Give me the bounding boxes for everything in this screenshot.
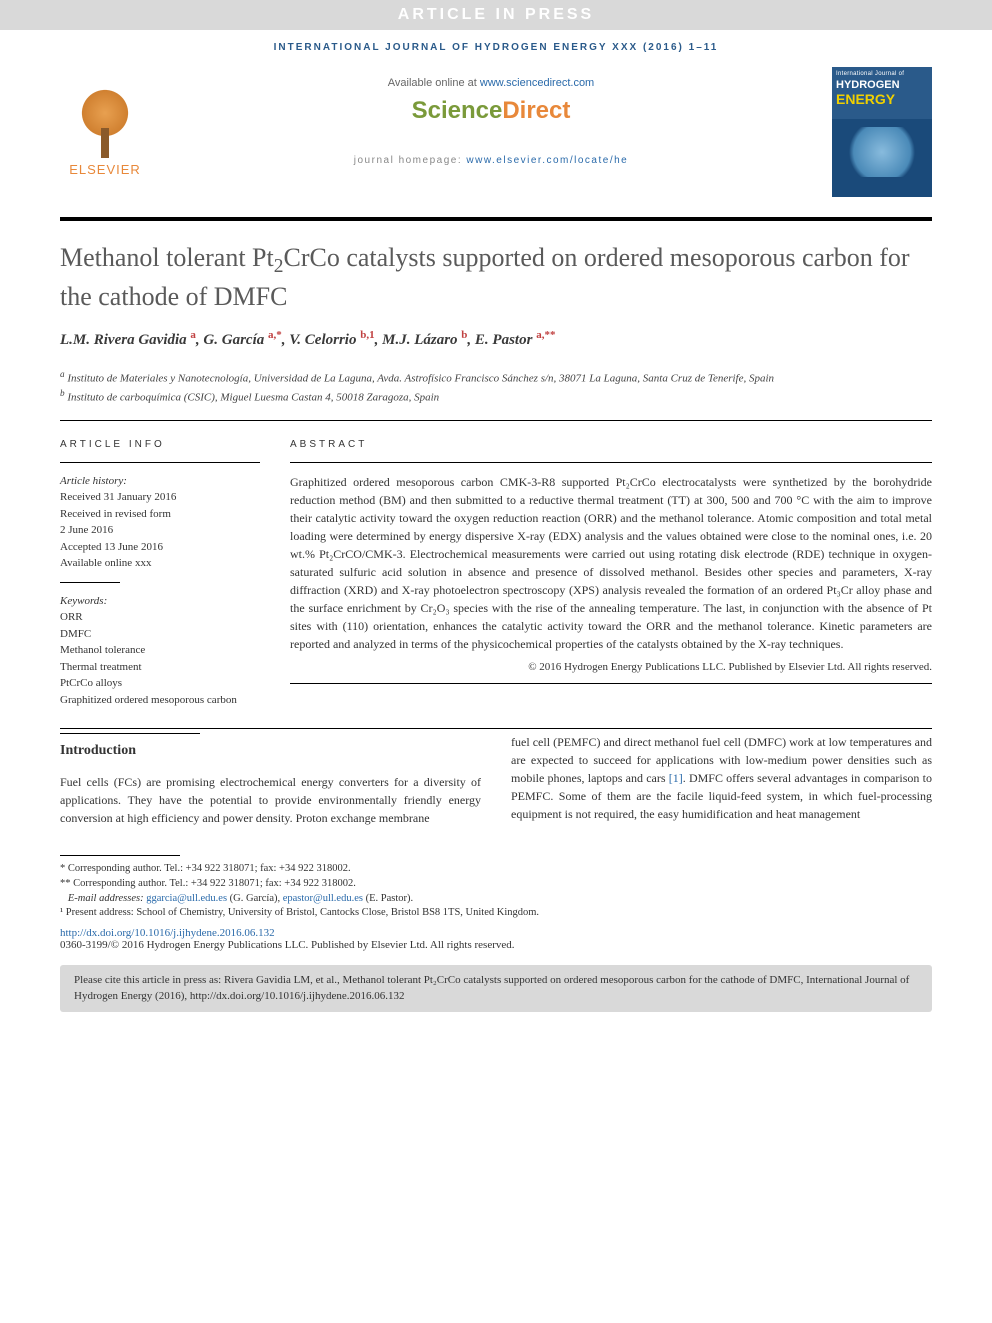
affiliation-b: b Instituto de carboquímica (CSIC), Migu… — [60, 387, 932, 406]
email-label: E-mail addresses: — [68, 893, 146, 904]
available-online-line: Available online at www.sciencedirect.co… — [170, 77, 812, 89]
keyword-item: ORR — [60, 609, 260, 626]
title-part1: Methanol tolerant Pt — [60, 243, 274, 272]
corresponding-2: ** Corresponding author. Tel.: +34 922 3… — [60, 877, 932, 892]
header-center: Available online at www.sciencedirect.co… — [170, 67, 812, 166]
abstract-bottom-rule — [290, 683, 932, 684]
cover-line1: International Journal of — [836, 71, 928, 77]
body-col-right: fuel cell (PEMFC) and direct methanol fu… — [511, 733, 932, 827]
email-pastor[interactable]: epastor@ull.edu.es — [283, 893, 363, 904]
article-info-heading: ARTICLE INFO — [60, 437, 260, 452]
history-item: 2 June 2016 — [60, 522, 260, 539]
email-garcia[interactable]: ggarcia@ull.edu.es — [146, 893, 227, 904]
abstract-heading: ABSTRACT — [290, 437, 932, 452]
available-prefix: Available online at — [388, 77, 480, 89]
body-columns: Introduction Fuel cells (FCs) are promis… — [0, 729, 992, 847]
keyword-item: Graphitized ordered mesoporous carbon — [60, 692, 260, 709]
cover-energy: ENERGY — [836, 91, 928, 107]
elsevier-tree-icon — [70, 83, 140, 158]
intro-para-right: fuel cell (PEMFC) and direct methanol fu… — [511, 733, 932, 823]
keyword-item: PtCrCo alloys — [60, 675, 260, 692]
email1-name: (G. García), — [227, 893, 283, 904]
info-rule-2 — [60, 582, 120, 583]
history-item: Received in revised form — [60, 506, 260, 523]
elsevier-text: ELSEVIER — [69, 162, 141, 177]
article-info-column: ARTICLE INFO Article history: Received 3… — [60, 437, 260, 709]
history-item: Received 31 January 2016 — [60, 489, 260, 506]
email-line: E-mail addresses: ggarcia@ull.edu.es (G.… — [60, 892, 932, 907]
doi-link[interactable]: http://dx.doi.org/10.1016/j.ijhydene.201… — [60, 927, 275, 939]
journal-reference-line: INTERNATIONAL JOURNAL OF HYDROGEN ENERGY… — [0, 30, 992, 57]
abstract-copyright: © 2016 Hydrogen Energy Publications LLC.… — [290, 659, 932, 676]
affiliation-a: a Instituto de Materiales y Nanotecnolog… — [60, 368, 932, 387]
issn-copyright-line: 0360-3199/© 2016 Hydrogen Energy Publica… — [0, 939, 992, 965]
abstract-text: Graphitized ordered mesoporous carbon CM… — [290, 473, 932, 653]
sciencedirect-url[interactable]: www.sciencedirect.com — [480, 77, 594, 89]
email2-name: (E. Pastor). — [363, 893, 413, 904]
article-in-press-banner: ARTICLE IN PRESS — [0, 0, 992, 30]
doi-line: http://dx.doi.org/10.1016/j.ijhydene.201… — [0, 925, 992, 939]
history-label: Article history: — [60, 473, 260, 490]
intro-heading: Introduction — [60, 740, 481, 761]
intro-rule — [60, 733, 200, 734]
keywords-list: ORRDMFCMethanol toleranceThermal treatme… — [60, 609, 260, 708]
history-item: Accepted 13 June 2016 — [60, 539, 260, 556]
authors-list: L.M. Rivera Gavidia a, G. García a,*, V.… — [0, 327, 992, 362]
header-block: ELSEVIER Available online at www.science… — [0, 57, 992, 217]
cover-graphic — [842, 127, 922, 177]
homepage-prefix: journal homepage: — [354, 155, 467, 166]
info-rule-1 — [60, 462, 260, 463]
footnote-rule — [60, 855, 180, 856]
intro-para-left: Fuel cells (FCs) are promising electroch… — [60, 773, 481, 827]
article-title: Methanol tolerant Pt2CrCo catalysts supp… — [0, 221, 992, 327]
history-item: Available online xxx — [60, 555, 260, 572]
abstract-rule — [290, 462, 932, 463]
elsevier-logo: ELSEVIER — [60, 67, 150, 177]
homepage-url[interactable]: www.elsevier.com/locate/he — [466, 155, 628, 166]
homepage-line: journal homepage: www.elsevier.com/locat… — [170, 155, 812, 166]
keywords-label: Keywords: — [60, 593, 260, 610]
cover-hydrogen: HYDROGEN — [836, 79, 928, 91]
sd-direct: Direct — [502, 97, 570, 124]
cite-this-article-box: Please cite this article in press as: Ri… — [60, 965, 932, 1012]
history-list: Received 31 January 2016Received in revi… — [60, 489, 260, 572]
sd-science: Science — [412, 97, 503, 124]
abstract-column: ABSTRACT Graphitized ordered mesoporous … — [290, 437, 932, 709]
body-col-left: Introduction Fuel cells (FCs) are promis… — [60, 733, 481, 827]
keyword-item: DMFC — [60, 626, 260, 643]
present-address: ¹ Present address: School of Chemistry, … — [60, 906, 932, 921]
footnotes-block: * Corresponding author. Tel.: +34 922 31… — [0, 847, 992, 925]
reference-link-1[interactable]: [1] — [669, 771, 683, 785]
corresponding-1: * Corresponding author. Tel.: +34 922 31… — [60, 862, 932, 877]
keyword-item: Methanol tolerance — [60, 642, 260, 659]
affiliations: a Instituto de Materiales y Nanotecnolog… — [0, 362, 992, 420]
keyword-item: Thermal treatment — [60, 659, 260, 676]
title-sub: 2 — [274, 256, 284, 277]
sciencedirect-logo: ScienceDirect — [170, 97, 812, 125]
journal-cover-thumbnail: International Journal of HYDROGEN ENERGY — [832, 67, 932, 197]
info-abstract-row: ARTICLE INFO Article history: Received 3… — [0, 421, 992, 729]
